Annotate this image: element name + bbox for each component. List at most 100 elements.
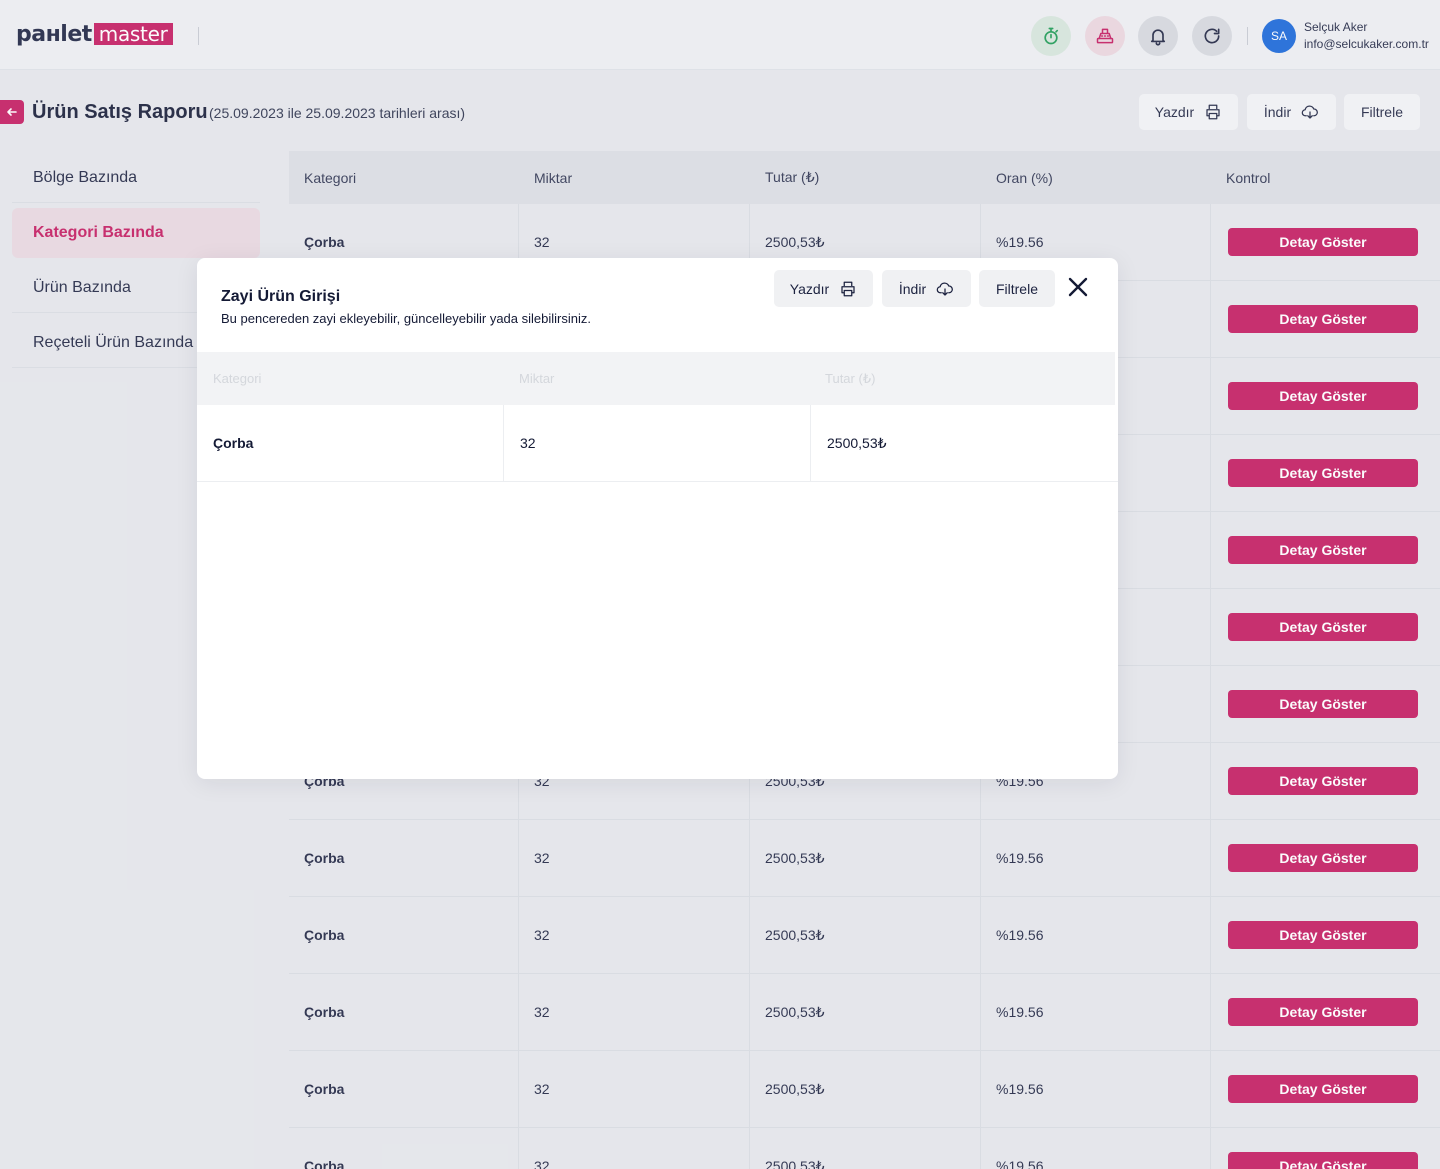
modal-cell-category: Çorba xyxy=(197,405,504,481)
column-header-quantity[interactable]: Miktar xyxy=(534,169,573,186)
modal-table-header: Kategori Miktar Tutar (₺) xyxy=(197,352,1115,405)
modal-download-button[interactable]: İndir xyxy=(882,270,971,307)
cell-quantity: 32 xyxy=(519,820,750,896)
modal-column-header-category: Kategori xyxy=(213,371,262,386)
cloud-download-icon xyxy=(1301,105,1319,119)
detail-button[interactable]: Detay Göster xyxy=(1228,921,1418,949)
cash-register-button[interactable] xyxy=(1085,16,1125,56)
cell-control: Detay Göster xyxy=(1211,512,1440,588)
refresh-icon xyxy=(1204,28,1220,44)
sidebar-item-category[interactable]: Kategori Bazında xyxy=(12,208,260,258)
column-header-category[interactable]: Kategori xyxy=(304,169,357,186)
print-button-label: Yazdır xyxy=(1154,104,1195,120)
column-header-control: Kontrol xyxy=(1226,169,1271,186)
cell-ratio: %19.56 xyxy=(981,1051,1211,1127)
brand-logo[interactable]: paʜlet master xyxy=(16,19,173,49)
cell-category: Çorba xyxy=(289,897,519,973)
modal-column-header-amount: Tutar (₺) xyxy=(825,370,876,386)
column-header-amount[interactable]: Tutar (₺) xyxy=(765,169,820,185)
printer-icon xyxy=(1206,104,1220,120)
bell-icon xyxy=(1150,29,1166,46)
cell-category: Çorba xyxy=(289,1051,519,1127)
modal-cell-quantity: 32 xyxy=(504,405,811,481)
detail-button[interactable]: Detay Göster xyxy=(1228,998,1418,1026)
page-title: Ürün Satış Raporu xyxy=(32,101,208,123)
sidebar-item-region[interactable]: Bölge Bazında xyxy=(12,153,260,203)
cell-control: Detay Göster xyxy=(1211,743,1440,819)
divider xyxy=(198,27,199,45)
detail-button[interactable]: Detay Göster xyxy=(1228,305,1418,333)
cell-control: Detay Göster xyxy=(1211,1128,1440,1169)
cell-amount: 2500,53₺ xyxy=(750,820,981,896)
cell-amount: 2500,53₺ xyxy=(750,897,981,973)
detail-button[interactable]: Detay Göster xyxy=(1228,613,1418,641)
cell-category: Çorba xyxy=(289,820,519,896)
notifications-button[interactable] xyxy=(1138,16,1178,56)
modal-filter-button-label: Filtrele xyxy=(995,280,1038,297)
page-date-range: (25.09.2023 ile 25.09.2023 tarihleri ara… xyxy=(209,105,466,121)
modal-column-header-quantity: Miktar xyxy=(519,371,555,386)
printer-icon xyxy=(841,281,855,296)
refresh-button[interactable] xyxy=(1192,16,1232,56)
modal-print-button[interactable]: Yazdır xyxy=(774,270,873,307)
cell-control: Detay Göster xyxy=(1211,1051,1440,1127)
detail-button[interactable]: Detay Göster xyxy=(1228,1152,1418,1169)
detail-button[interactable]: Detay Göster xyxy=(1228,690,1418,718)
top-bar: paʜlet master SA Selçuk Aker info@selcuk… xyxy=(0,0,1440,70)
cell-ratio: %19.56 xyxy=(981,820,1211,896)
user-name: Selçuk Aker xyxy=(1304,20,1368,34)
cell-control: Detay Göster xyxy=(1211,897,1440,973)
modal-download-button-label: İndir xyxy=(898,280,927,297)
sidebar-item-label: Kategori Bazında xyxy=(33,224,164,241)
cell-control: Detay Göster xyxy=(1211,358,1440,434)
modal-filter-button[interactable]: Filtrele xyxy=(979,270,1055,307)
modal-table-row[interactable]: Çorba 32 2500,53₺ xyxy=(197,405,1118,482)
cell-ratio: %19.56 xyxy=(981,897,1211,973)
table-header: Kategori Miktar Tutar (₺) Oran (%) Kontr… xyxy=(289,151,1440,204)
detail-button[interactable]: Detay Göster xyxy=(1228,382,1418,410)
cell-amount: 2500,53₺ xyxy=(750,204,981,280)
modal-title: Zayi Ürün Girişi xyxy=(221,288,341,305)
cell-quantity: 32 xyxy=(519,1128,750,1169)
detail-button[interactable]: Detay Göster xyxy=(1228,459,1418,487)
detail-button[interactable]: Detay Göster xyxy=(1228,1075,1418,1103)
user-email: info@selcukaker.com.tr xyxy=(1304,37,1429,51)
cell-amount: 2500,53₺ xyxy=(750,1051,981,1127)
cell-quantity: 32 xyxy=(519,204,750,280)
brand-logo-part1: paʜlet xyxy=(16,21,92,47)
download-button[interactable]: İndir xyxy=(1247,94,1336,130)
timer-button[interactable] xyxy=(1031,16,1071,56)
print-button[interactable]: Yazdır xyxy=(1139,94,1238,130)
timer-icon xyxy=(1044,27,1059,45)
cell-control: Detay Göster xyxy=(1211,974,1440,1050)
detail-button[interactable]: Detay Göster xyxy=(1228,767,1418,795)
back-button[interactable] xyxy=(0,100,24,124)
close-icon xyxy=(1068,277,1088,297)
cell-quantity: 32 xyxy=(519,974,750,1050)
column-header-ratio[interactable]: Oran (%) xyxy=(996,169,1053,186)
cell-amount: 2500,53₺ xyxy=(750,974,981,1050)
sidebar-item-product[interactable]: Ürün Bazında xyxy=(12,263,260,313)
cell-category: Çorba xyxy=(289,974,519,1050)
cell-amount: 2500,53₺ xyxy=(750,1128,981,1169)
cell-category: Çorba xyxy=(289,204,519,280)
download-button-label: İndir xyxy=(1263,104,1292,120)
sidebar-item-recipe-product[interactable]: Reçeteli Ürün Bazında xyxy=(12,318,260,368)
cell-control: Detay Göster xyxy=(1211,204,1440,280)
cell-quantity: 32 xyxy=(519,1051,750,1127)
filter-button[interactable]: Filtrele xyxy=(1344,94,1420,130)
cash-register-icon xyxy=(1096,28,1114,44)
avatar[interactable]: SA xyxy=(1262,19,1296,53)
cell-control: Detay Göster xyxy=(1211,820,1440,896)
modal-cell-amount: 2500,53₺ xyxy=(827,434,887,451)
detail-button[interactable]: Detay Göster xyxy=(1228,536,1418,564)
filter-button-label: Filtrele xyxy=(1360,104,1403,120)
cell-ratio: %19.56 xyxy=(981,1128,1211,1169)
modal-close-button[interactable] xyxy=(1066,275,1090,299)
detail-button[interactable]: Detay Göster xyxy=(1228,228,1418,256)
cell-category: Çorba xyxy=(289,1128,519,1169)
detail-button[interactable]: Detay Göster xyxy=(1228,844,1418,872)
